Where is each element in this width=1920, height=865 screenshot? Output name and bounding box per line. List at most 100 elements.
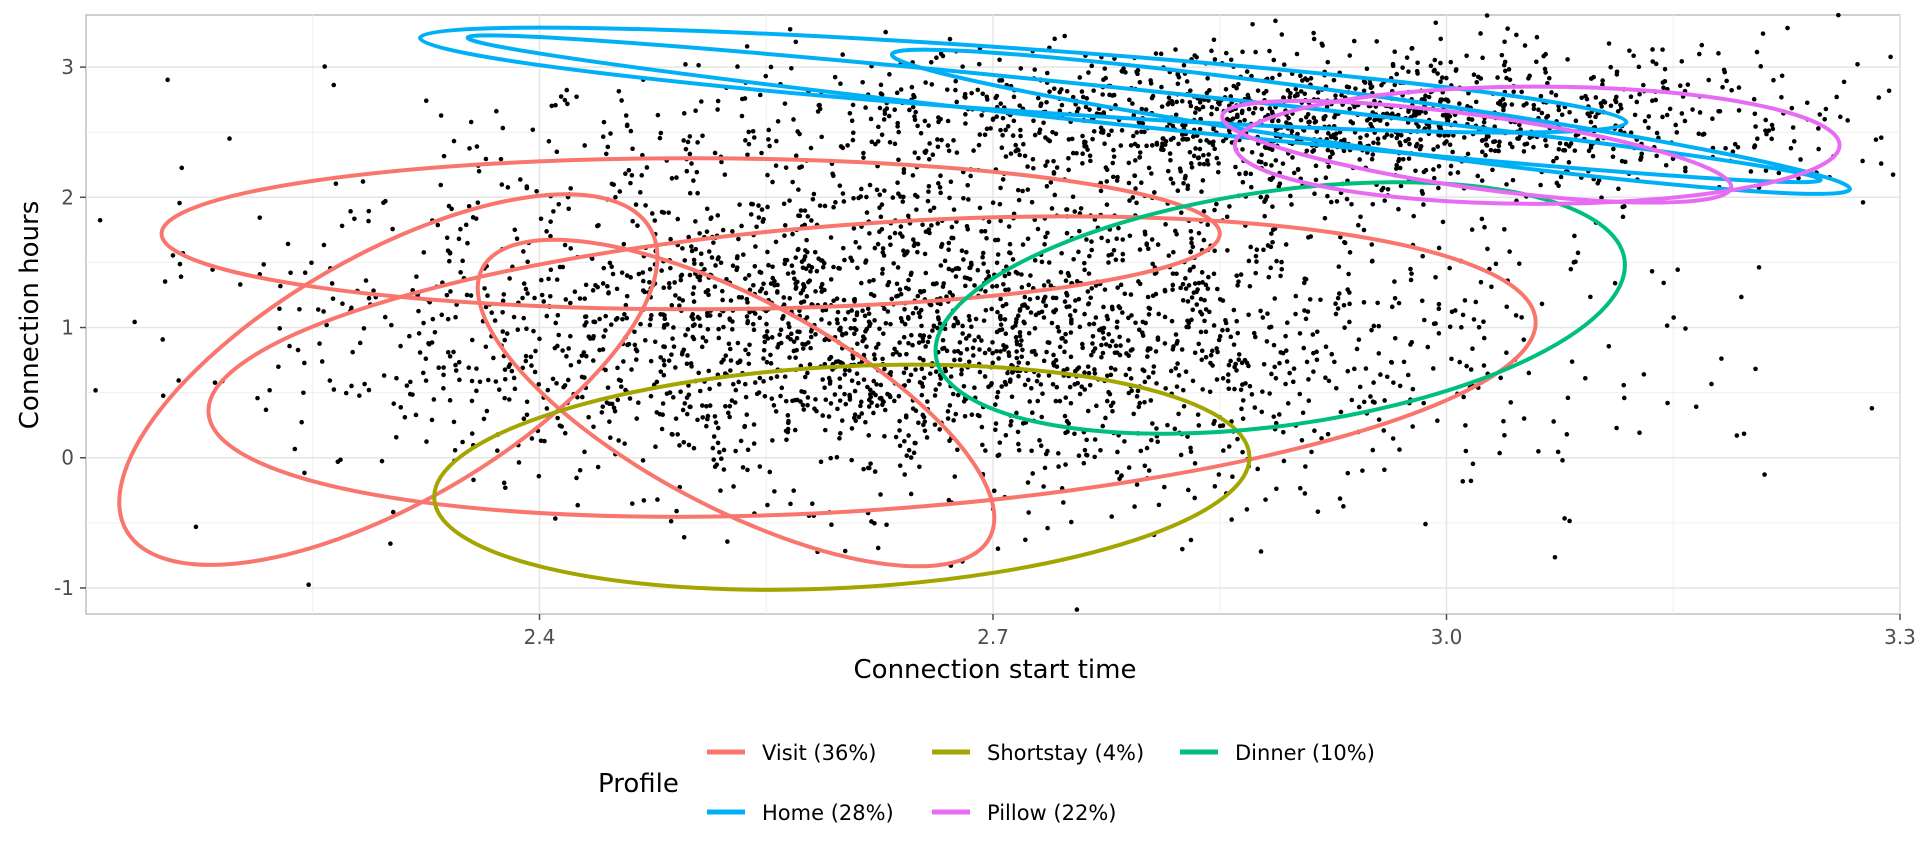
data-point-1-553 [1197, 126, 1203, 132]
data-point-0-2030 [1099, 342, 1104, 348]
data-point-0-571 [1203, 329, 1209, 335]
data-point-0-2570 [721, 467, 727, 472]
data-point-0-84 [961, 195, 966, 201]
data-point-1-602 [1419, 188, 1425, 194]
data-point-0-1141 [632, 329, 637, 335]
data-point-0-2552 [435, 222, 441, 228]
data-point-0-1810 [1054, 384, 1060, 390]
data-point-0-854 [1072, 382, 1078, 387]
data-point-0-2597 [994, 329, 1000, 335]
data-point-1-821 [683, 146, 689, 152]
data-point-0-1764 [1246, 312, 1251, 318]
data-point-1-1090 [1440, 112, 1446, 118]
data-point-0-2021 [1008, 250, 1013, 256]
data-point-1-1132 [681, 138, 686, 143]
data-point-1-214 [789, 66, 794, 71]
data-point-0-670 [1310, 332, 1316, 337]
data-point-0-1465 [327, 378, 333, 383]
data-point-0-1866 [524, 412, 530, 418]
data-point-0-2315 [864, 326, 870, 332]
data-point-0-337 [1045, 230, 1050, 236]
data-point-1-663 [1017, 152, 1022, 158]
data-point-1-633 [1198, 138, 1203, 144]
data-point-0-155 [597, 316, 602, 322]
data-point-0-939 [666, 358, 672, 363]
data-point-0-2283 [1135, 388, 1141, 394]
data-point-1-1194 [831, 204, 836, 210]
data-point-0-2237 [951, 418, 956, 423]
data-point-0-768 [813, 397, 818, 402]
data-point-0-2087 [1208, 352, 1214, 358]
data-point-0-1277 [297, 307, 302, 312]
data-point-1-720 [1543, 51, 1548, 57]
data-point-0-1239 [500, 298, 506, 304]
data-point-1-949 [1300, 78, 1305, 83]
data-point-0-643 [1028, 385, 1034, 391]
data-point-0-2332 [1345, 470, 1351, 476]
data-point-0-1365 [1187, 268, 1193, 273]
data-point-0-32 [671, 344, 677, 349]
data-point-1-1203 [1170, 101, 1175, 107]
data-point-0-1261 [421, 250, 427, 255]
data-point-0-425 [227, 136, 232, 141]
legend-title: Profile [598, 769, 679, 799]
data-point-0-1828 [1220, 298, 1226, 303]
data-point-1-443 [1622, 204, 1627, 209]
data-point-1-573 [994, 114, 1000, 119]
data-point-0-699 [926, 189, 931, 194]
data-point-1-1297 [1180, 122, 1185, 128]
data-point-1-571 [1448, 163, 1454, 169]
data-point-0-2225 [906, 277, 911, 283]
data-point-1-731 [655, 112, 661, 118]
data-point-0-1585 [1176, 411, 1181, 417]
data-point-0-2508 [750, 321, 756, 327]
data-point-0-872 [524, 185, 530, 191]
data-point-0-2031 [331, 82, 337, 88]
data-point-0-90 [715, 213, 721, 218]
data-point-0-1840 [917, 355, 923, 361]
data-point-0-848 [438, 113, 444, 118]
data-point-0-1246 [560, 264, 566, 270]
data-point-1-944 [881, 117, 887, 122]
data-point-0-1733 [986, 274, 992, 279]
data-point-0-2398 [795, 247, 801, 253]
data-point-1-1189 [1600, 78, 1605, 83]
data-point-0-375 [769, 396, 775, 401]
data-point-0-2591 [1497, 450, 1502, 456]
data-point-0-2233 [1145, 294, 1151, 300]
data-point-0-1774 [1235, 436, 1240, 442]
data-point-0-2235 [808, 345, 813, 351]
data-point-1-849 [1729, 87, 1734, 93]
data-point-0-1477 [1481, 319, 1486, 325]
data-point-0-2049 [918, 289, 924, 295]
data-point-1-134 [558, 94, 564, 99]
data-point-0-858 [746, 361, 752, 367]
data-point-0-2360 [170, 253, 176, 258]
data-point-0-2364 [728, 298, 734, 303]
data-point-0-1043 [1124, 351, 1129, 356]
data-point-1-471 [1311, 36, 1317, 42]
data-point-1-744 [793, 39, 799, 45]
data-point-0-812 [429, 340, 435, 345]
data-point-0-622 [686, 383, 691, 388]
data-point-0-2148 [668, 265, 673, 271]
data-point-0-2099 [908, 455, 914, 460]
data-point-0-1721 [1137, 150, 1143, 155]
data-point-1-892 [1290, 155, 1295, 160]
data-point-1-1378 [1144, 143, 1149, 149]
data-point-1-1324 [928, 59, 934, 65]
data-point-0-838 [1226, 386, 1232, 392]
data-point-1-1245 [1406, 136, 1411, 142]
data-point-0-1945 [1149, 237, 1155, 242]
data-point-0-2539 [653, 444, 658, 450]
data-point-0-1571 [528, 354, 534, 360]
data-point-0-2277 [918, 307, 924, 313]
data-point-1-848 [1627, 48, 1632, 53]
data-point-0-2517 [1196, 423, 1202, 428]
data-point-1-332 [1632, 112, 1638, 118]
data-point-0-1598 [982, 374, 988, 379]
data-point-1-921 [1650, 59, 1656, 64]
data-point-0-1867 [983, 307, 989, 313]
data-point-0-2530 [1225, 372, 1231, 377]
data-point-0-239 [1224, 214, 1230, 220]
